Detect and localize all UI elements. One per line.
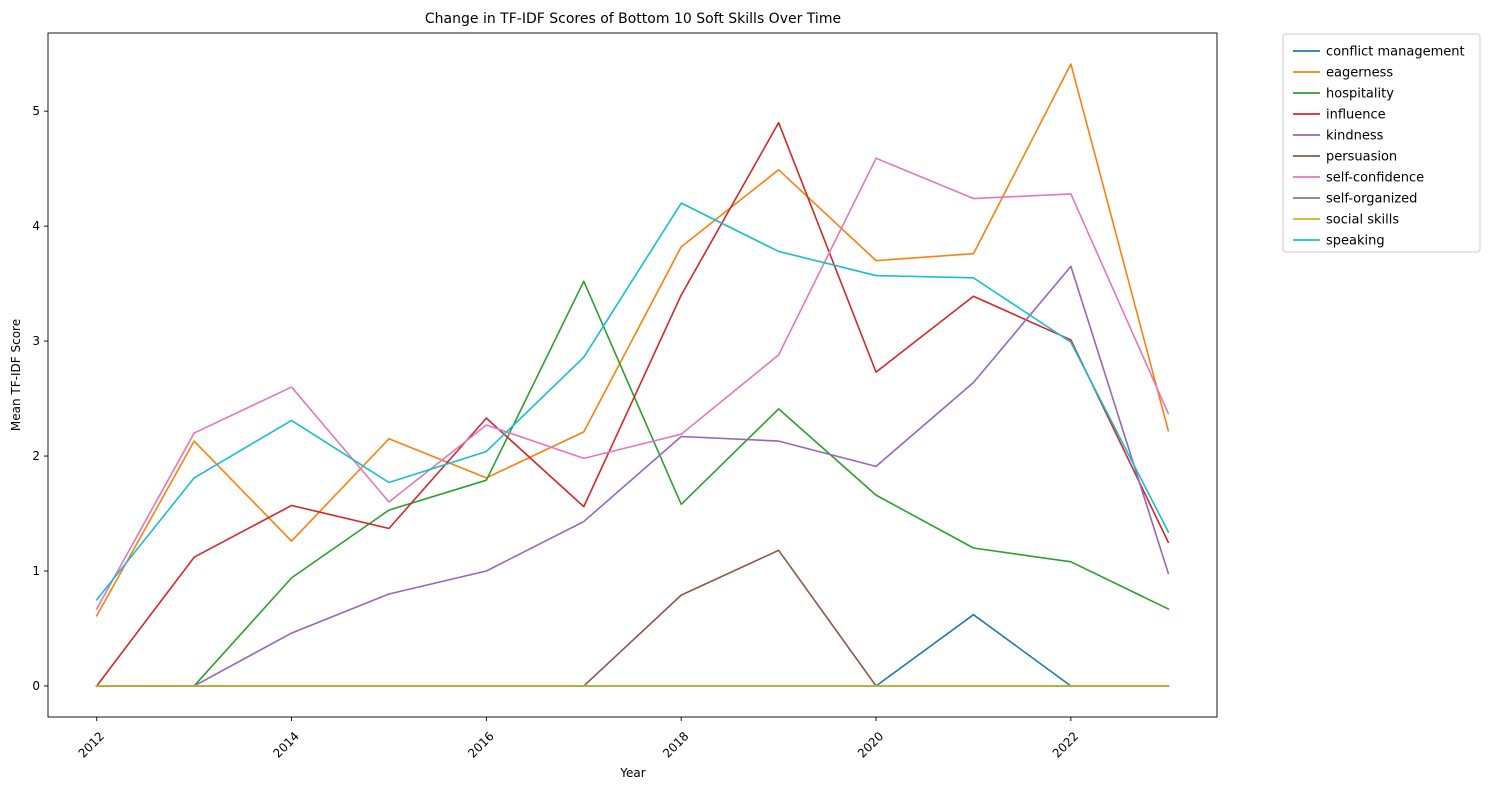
x-tick-label: 2014 <box>270 729 301 760</box>
y-tick-label: 3 <box>32 334 40 348</box>
series-line-kindness <box>95 265 1170 687</box>
series-line-influence <box>95 121 1170 688</box>
x-tick-label: 2022 <box>1050 729 1081 760</box>
y-axis: 0 1 2 3 4 5 <box>32 104 48 693</box>
series-line-speaking <box>95 202 1170 601</box>
x-tick-label: 2018 <box>660 729 691 760</box>
legend-frame <box>1282 33 1481 253</box>
x-tick-label: 2020 <box>855 729 886 760</box>
y-tick-label: 2 <box>32 449 40 463</box>
x-tick-label: 2012 <box>76 729 107 760</box>
y-tick-label: 1 <box>32 564 40 578</box>
series-line-conflict-management <box>95 613 1170 687</box>
x-tick-label: 2016 <box>465 729 496 760</box>
legend-label-conflict-management: conflict management <box>1326 45 1465 60</box>
legend-label-social-skills: social skills <box>1326 213 1399 228</box>
series-line-eagerness <box>95 63 1170 617</box>
legend-label-hospitality: hospitality <box>1326 87 1394 102</box>
x-axis: 2012 2014 2016 2018 2020 2022 <box>76 717 1081 761</box>
x-axis-title: Year <box>619 766 645 780</box>
legend: conflict management eagerness hospitality i… <box>1282 33 1481 253</box>
legend-label-eagerness: eagerness <box>1326 66 1393 81</box>
y-tick-label: 5 <box>32 104 40 118</box>
legend-label-persuasion: persuasion <box>1326 150 1397 165</box>
legend-label-self-organized: self-organized <box>1326 192 1417 207</box>
y-tick-label: 4 <box>32 219 40 233</box>
legend-label-self-confidence: self-confidence <box>1326 171 1424 186</box>
series-line-self-confidence <box>95 157 1170 611</box>
series-line-hospitality <box>95 280 1170 687</box>
legend-label-influence: influence <box>1326 108 1386 123</box>
y-tick-label: 0 <box>32 679 40 693</box>
plot-area <box>47 32 1218 718</box>
legend-label-kindness: kindness <box>1326 129 1384 144</box>
series-line-persuasion <box>95 549 1170 687</box>
chart-title: Change in TF-IDF Scores of Bottom 10 Sof… <box>425 11 841 27</box>
plot-frame <box>47 32 1218 718</box>
y-axis-title: Mean TF-IDF Score <box>9 319 23 431</box>
legend-label-speaking: speaking <box>1326 234 1385 249</box>
